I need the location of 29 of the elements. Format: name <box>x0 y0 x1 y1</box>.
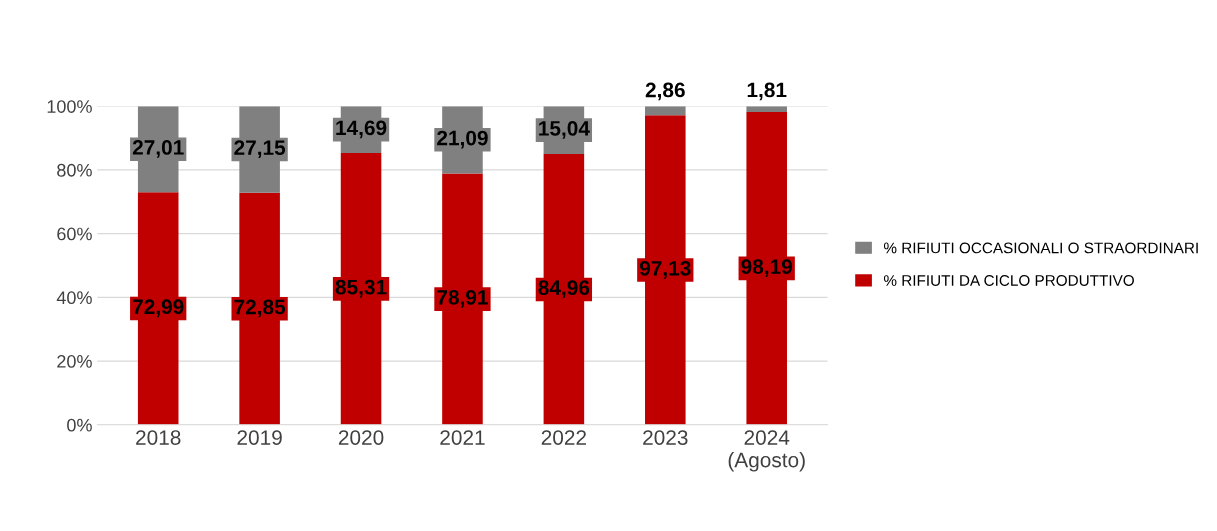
data-label: 27,15 <box>234 140 286 159</box>
data-label: 1,81 <box>747 82 787 101</box>
y-tick-label: 60% <box>57 227 92 241</box>
data-label: 2,86 <box>645 82 685 101</box>
x-tick-label: 2024 (Agosto) <box>728 430 805 472</box>
data-label: 98,19 <box>741 259 793 277</box>
data-label: 27,01 <box>132 140 184 158</box>
data-label: 72,85 <box>234 299 286 318</box>
y-tick-label: 80% <box>57 163 92 177</box>
data-label: 15,04 <box>539 121 590 139</box>
data-label: 14,69 <box>336 120 387 139</box>
data-label: 21,09 <box>437 130 488 149</box>
x-tick-label: 2018 <box>136 430 181 445</box>
x-tick-label: 2021 <box>440 430 485 445</box>
y-tick-label: 0% <box>67 418 92 432</box>
y-tick-label: 20% <box>57 355 92 368</box>
y-tick-label: 100% <box>47 100 92 113</box>
data-label: 78,91 <box>437 289 488 308</box>
data-label: 97,13 <box>639 260 691 279</box>
x-tick-label: 2020 <box>338 430 384 445</box>
x-tick-label: 2022 <box>541 430 587 445</box>
legend-label: % RIFIUTI OCCASIONALI O STRAORDINARI <box>883 242 1198 254</box>
data-label: 85,31 <box>335 279 387 298</box>
y-tick-label: 40% <box>56 291 92 305</box>
data-label: 84,96 <box>538 280 590 299</box>
data-label: 72,99 <box>133 299 184 318</box>
legend-label: % RIFIUTI DA CICLO PRODUTTIVO <box>883 275 1134 286</box>
x-tick-label: 2023 <box>643 430 688 445</box>
x-tick-label: 2019 <box>237 430 282 445</box>
